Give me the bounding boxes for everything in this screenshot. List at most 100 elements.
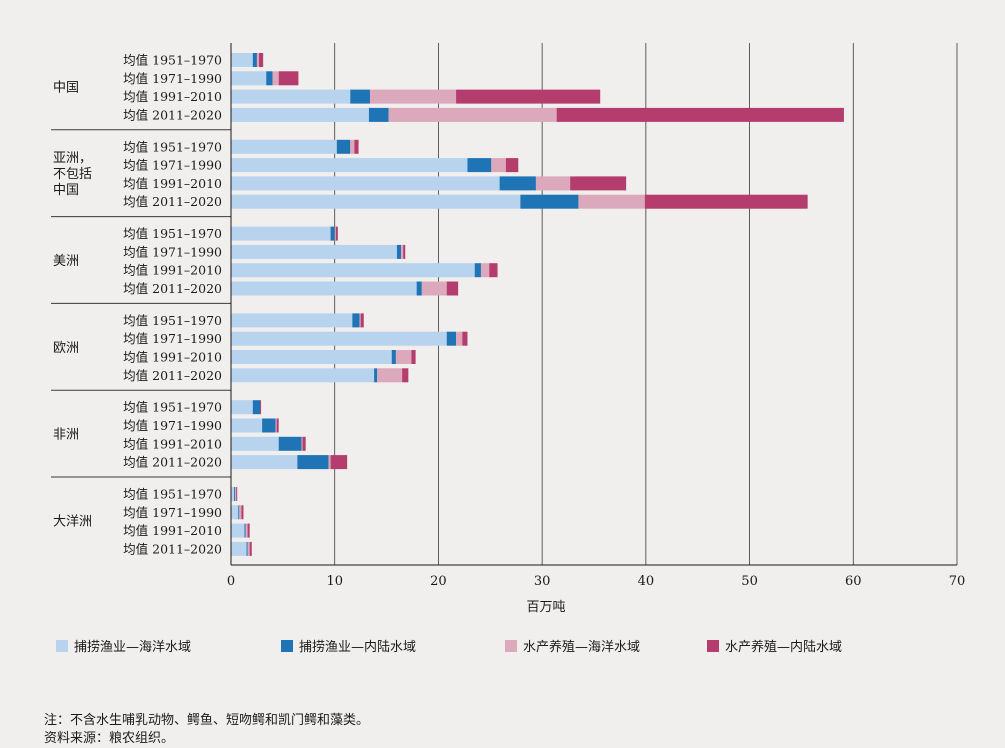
bar-segment-4 <box>259 53 264 67</box>
bar-segment-3 <box>491 158 506 173</box>
bar-category-label: 均值 1991–2010 <box>123 176 222 191</box>
x-tick-label: 20 <box>430 574 447 589</box>
bar-segment-3 <box>388 107 557 122</box>
bar-segment-3 <box>247 541 250 556</box>
bar-segment-2 <box>244 523 246 538</box>
legend-label-2: 捕捞渔业—内陆水域 <box>299 639 416 655</box>
bar-segment-1 <box>231 89 351 104</box>
bar-segment-4 <box>556 107 844 122</box>
bar-category-label: 均值 1971–1990 <box>123 505 222 520</box>
bar-segment-1 <box>231 350 392 364</box>
bar-segment-4 <box>302 436 306 451</box>
bar-segment-1 <box>231 226 331 241</box>
bar-segment-2 <box>350 89 370 104</box>
footnote: 注：不含水生哺乳动物、鳄鱼、短吻鳄和凯门鳄和藻类。 <box>44 713 370 728</box>
bar-segment-4 <box>403 244 406 259</box>
bar-segment-4 <box>236 487 238 501</box>
bar-segment-4 <box>247 523 250 538</box>
bar-category-label: 均值 1991–2010 <box>123 263 222 278</box>
bar-segment-2 <box>262 418 276 433</box>
bar-category-label: 均值 2011–2020 <box>123 455 222 470</box>
bar-segment-4 <box>489 263 498 278</box>
bar-segment-3 <box>377 368 403 383</box>
bar-segment-4 <box>354 139 359 154</box>
bar-segment-4 <box>505 158 519 173</box>
bar-segment-3 <box>272 71 279 86</box>
bar-segment-1 <box>231 71 267 86</box>
bar-category-label: 均值 1951–1970 <box>123 226 222 241</box>
bar-segment-3 <box>535 176 571 191</box>
bar-segment-4 <box>462 331 468 346</box>
bar-segment-1 <box>231 541 247 556</box>
x-tick-label: 60 <box>845 574 862 589</box>
bar-category-label: 均值 1991–2010 <box>123 89 222 104</box>
bar-segment-1 <box>231 487 235 501</box>
bar-segment-1 <box>231 368 375 383</box>
bar-segment-3 <box>301 436 303 451</box>
group-label: 中国 <box>53 183 79 198</box>
bar-segment-1 <box>231 436 279 451</box>
bar-segment-4 <box>411 350 416 364</box>
bar-segment-2 <box>416 281 422 296</box>
bar-segment-2 <box>330 226 335 241</box>
bar-category-label: 均值 2011–2020 <box>123 194 222 209</box>
bar-segment-2 <box>352 313 360 328</box>
bar-segment-3 <box>256 53 260 67</box>
bar-segment-4 <box>278 71 299 86</box>
bar-category-label: 均值 1971–1990 <box>123 71 222 86</box>
bar-segment-1 <box>231 194 521 209</box>
bar-category-label: 均值 1991–2010 <box>123 523 222 538</box>
bar-segment-1 <box>231 505 239 520</box>
group-label: 非洲 <box>53 428 79 443</box>
bar-segment-4 <box>249 541 252 556</box>
bar-segment-2 <box>391 350 396 364</box>
legend-label-3: 水产养殖—海洋水域 <box>523 639 640 655</box>
bar-segment-2 <box>278 436 302 451</box>
x-tick-label: 30 <box>534 574 551 589</box>
bar-segment-1 <box>231 418 263 433</box>
bar-segment-4 <box>260 400 262 415</box>
bar-segment-1 <box>231 455 298 470</box>
bar-segment-3 <box>245 523 248 538</box>
bar-category-label: 均值 1951–1970 <box>123 139 222 154</box>
bar-segment-1 <box>231 263 475 278</box>
bar-segment-4 <box>446 281 459 296</box>
bar-segment-2 <box>252 400 261 415</box>
bar-segment-4 <box>241 505 244 520</box>
bar-segment-4 <box>330 455 348 470</box>
bar-segment-2 <box>234 487 236 501</box>
group-label: 大洋洲 <box>53 514 92 529</box>
bar-segment-1 <box>231 139 337 154</box>
x-tick-label: 50 <box>741 574 758 589</box>
legend-label-1: 捕捞渔业—海洋水域 <box>74 639 191 655</box>
bar-segment-2 <box>499 176 536 191</box>
bar-segment-2 <box>396 244 402 259</box>
bar-segment-2 <box>238 505 240 520</box>
bar-segment-3 <box>421 281 447 296</box>
bar-category-label: 均值 1951–1970 <box>123 53 222 68</box>
bar-segment-2 <box>266 71 273 86</box>
bar-segment-2 <box>520 194 579 209</box>
bar-segment-3 <box>359 313 361 328</box>
bar-segment-1 <box>231 523 245 538</box>
source-note: 资料来源：粮农组织。 <box>44 731 175 746</box>
bar-segment-2 <box>467 158 492 173</box>
bar-segment-1 <box>231 158 468 173</box>
bar-category-label: 均值 1971–1990 <box>123 244 222 259</box>
group-label: 亚洲， <box>53 151 92 166</box>
bar-segment-1 <box>231 53 253 67</box>
bar-segment-3 <box>328 455 331 470</box>
group-label: 不包括 <box>53 167 92 182</box>
bar-segment-4 <box>276 418 279 433</box>
bar-segment-1 <box>231 244 397 259</box>
x-tick-label: 0 <box>227 574 235 589</box>
x-tick-label: 10 <box>326 574 343 589</box>
bar-segment-3 <box>350 139 355 154</box>
bar-segment-3 <box>369 89 457 104</box>
bar-category-label: 均值 2011–2020 <box>123 281 222 296</box>
bar-segment-3 <box>401 244 404 259</box>
bar-segment-1 <box>231 331 447 346</box>
bar-segment-2 <box>297 455 329 470</box>
bar-segment-3 <box>456 331 463 346</box>
group-label: 欧洲 <box>53 341 79 356</box>
